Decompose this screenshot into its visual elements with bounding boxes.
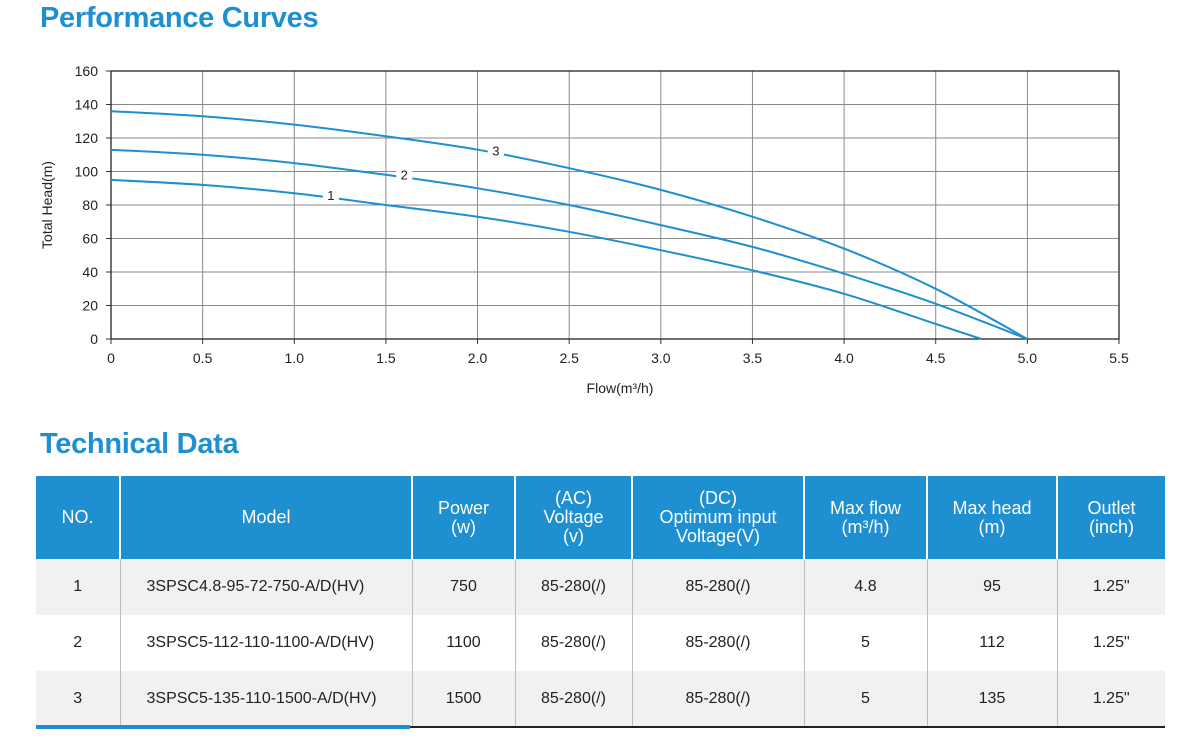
x-tick-label: 4.5 [926, 350, 946, 366]
column-header: Power (w) [411, 476, 515, 559]
table-cell: 95 [926, 559, 1057, 615]
table-cell: 5 [803, 671, 927, 727]
table-cell: 1500 [411, 671, 515, 727]
x-tick-label: 0 [107, 350, 115, 366]
table-cell: 750 [411, 559, 515, 615]
column-header: Max flow (m³/h) [803, 476, 927, 559]
curve-label: 1 [327, 188, 334, 203]
header-text: (m) [978, 516, 1006, 537]
table-row: 2 3SPSC5-112-110-1100-A/D(HV) 1100 85-280(/… [36, 615, 1165, 671]
x-tick-label: 0.5 [193, 350, 213, 366]
curve-label-bg [396, 168, 413, 183]
curve-3 [110, 110, 1028, 340]
curve-2 [110, 148, 1028, 340]
y-tick-label: 140 [75, 97, 99, 113]
x-tick-label: 1.0 [285, 350, 305, 366]
table-cell: 5 [803, 615, 927, 671]
table-cell: 3SPSC4.8-95-72-750-A/D(HV) [119, 559, 412, 615]
curve-label: 3 [492, 143, 499, 158]
table-cell: 1.25" [1056, 559, 1165, 615]
table-cell: 85-280(/) [514, 559, 632, 615]
y-tick-label: 80 [82, 197, 98, 213]
table-cell: 85-280(/) [514, 671, 632, 727]
curve-1 [110, 178, 982, 340]
table-cell: 3SPSC5-112-110-1100-A/D(HV) [119, 615, 412, 671]
table-cell: 135 [926, 671, 1057, 727]
y-tick-label: 20 [82, 298, 98, 314]
x-tick-label: 1.5 [376, 350, 396, 366]
table-header-row: NO. Model Power (w) (AC) Voltage (v) (DC) Optimu… [36, 476, 1165, 559]
column-header: Max head (m) [926, 476, 1057, 559]
table-cell: 85-280(/) [631, 615, 804, 671]
y-tick-label: 120 [75, 130, 99, 146]
header-text: NO. [61, 507, 94, 527]
table-row: 1 3SPSC4.8-95-72-750-A/D(HV) 750 85-280(/) 8… [36, 559, 1165, 615]
table-cell: 1.25" [1056, 671, 1165, 727]
performance-curves-title: Performance Curves [40, 2, 319, 34]
table-bottom-rule [36, 726, 1165, 728]
table-cell: 1.25" [1056, 615, 1165, 671]
technical-data-title: Technical Data [40, 428, 239, 460]
table-bottom-accent [36, 725, 410, 729]
curve-label-bg [322, 188, 339, 203]
table-cell: 1100 [411, 615, 515, 671]
header-text: (v) [563, 526, 584, 546]
table-cell: 85-280(/) [514, 615, 632, 671]
header-text: Max head [952, 497, 1032, 518]
x-tick-label: 2.5 [559, 350, 579, 366]
header-text: Optimum input [659, 507, 777, 527]
x-tick-label: 5.5 [1109, 350, 1129, 366]
curve-label-bg [487, 144, 504, 159]
header-text: Voltage(V) [675, 526, 761, 546]
column-header: (DC) Optimum input Voltage(V) [631, 476, 804, 559]
header-text: Max flow [829, 497, 901, 518]
table-cell: 4.8 [803, 559, 927, 615]
y-tick-label: 60 [82, 231, 98, 247]
y-tick-label: 160 [75, 63, 99, 79]
y-tick-label: 100 [75, 164, 99, 180]
table-row: 3 3SPSC5-135-110-1500-A/D(HV) 1500 85-280(/… [36, 671, 1165, 727]
column-header: Outlet (inch) [1056, 476, 1165, 559]
table-cell: 85-280(/) [631, 671, 804, 727]
header-text: (m³/h) [841, 516, 890, 537]
header-text: Model [241, 507, 291, 527]
table-cell: 3 [36, 671, 120, 727]
x-tick-label: 5.0 [1018, 350, 1038, 366]
header-text: (w) [451, 516, 476, 537]
x-axis-label: Flow(m³/h) [587, 380, 654, 396]
header-text: (AC) [555, 488, 592, 508]
header-text: (DC) [699, 488, 737, 508]
column-header: Model [119, 476, 412, 559]
table-cell: 112 [926, 615, 1057, 671]
table-cell: 85-280(/) [631, 559, 804, 615]
y-tick-label: 0 [90, 331, 98, 347]
performance-chart: 0 0.5 1.0 1.5 2.0 2.5 3.0 3.5 4.0 4.5 5.0 5.5 0 20 40 6… [39, 63, 1129, 396]
x-tick-label: 4.0 [834, 350, 854, 366]
header-text: Outlet [1087, 497, 1136, 518]
header-text: Power [437, 497, 490, 518]
x-tick-label: 3.5 [743, 350, 763, 366]
technical-data-table: NO. Model Power (w) (AC) Voltage (v) (DC) Optimu… [36, 476, 1165, 727]
column-header: NO. [36, 476, 120, 559]
table-cell: 2 [36, 615, 120, 671]
x-tick-label: 2.0 [468, 350, 488, 366]
table-cell: 1 [36, 559, 120, 615]
table-cell: 3SPSC5-135-110-1500-A/D(HV) [119, 671, 412, 727]
y-tick-label: 40 [82, 264, 98, 280]
y-axis-label: Total Head(m) [39, 161, 55, 249]
column-header: (AC) Voltage (v) [514, 476, 632, 559]
header-text: (inch) [1088, 516, 1134, 537]
header-text: Voltage [543, 507, 604, 527]
x-tick-label: 3.0 [651, 350, 671, 366]
curve-label: 2 [401, 168, 408, 183]
